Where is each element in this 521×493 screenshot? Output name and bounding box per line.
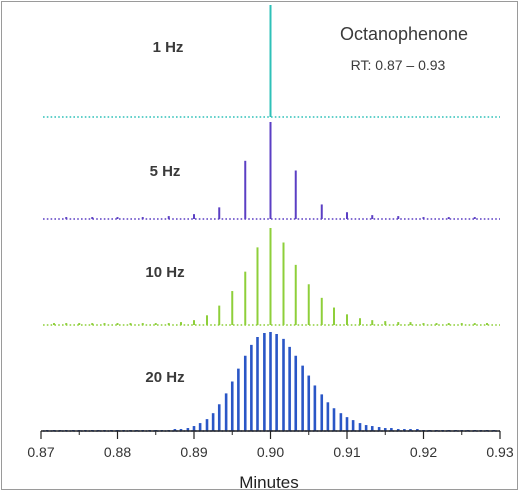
x-tick-label: 0.90 <box>257 444 284 460</box>
x-tick-label: 0.92 <box>410 444 437 460</box>
series-label-5-hz: 5 Hz <box>150 163 181 180</box>
series-label-1-hz: 1 Hz <box>153 39 184 56</box>
x-axis-title: Minutes <box>239 473 299 492</box>
series-label-20-hz: 20 Hz <box>145 369 184 386</box>
chart-title: Octanophenone <box>340 24 468 44</box>
chart-subtitle: RT: 0.87 – 0.93 <box>351 57 446 73</box>
x-tick-label: 0.91 <box>333 444 360 460</box>
trace-10-hz <box>43 228 500 326</box>
trace-1-hz <box>43 5 500 118</box>
trace-5-hz <box>43 122 500 220</box>
x-tick-label: 0.88 <box>104 444 131 460</box>
x-tick-label: 0.93 <box>486 444 513 460</box>
series-label-10-hz: 10 Hz <box>145 264 184 281</box>
x-tick-label: 0.89 <box>180 444 207 460</box>
x-tick-label: 0.87 <box>27 444 54 460</box>
series-labels-layer: 1 Hz 5 Hz 10 Hz 20 Hz <box>145 39 184 386</box>
x-ticks-layer: 0.87 0.88 0.89 0.90 0.91 0.92 0.93 <box>27 431 514 460</box>
trace-20-hz <box>43 332 500 432</box>
